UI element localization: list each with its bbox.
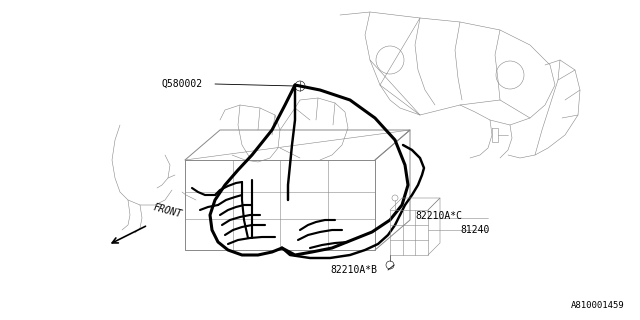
Text: 81240: 81240 — [460, 225, 490, 235]
Text: 82210A*C: 82210A*C — [415, 211, 462, 221]
Text: Q580002: Q580002 — [162, 79, 203, 89]
Text: A810001459: A810001459 — [572, 301, 625, 310]
Text: 82210A*B: 82210A*B — [330, 265, 377, 275]
Text: FRONT: FRONT — [152, 203, 183, 220]
